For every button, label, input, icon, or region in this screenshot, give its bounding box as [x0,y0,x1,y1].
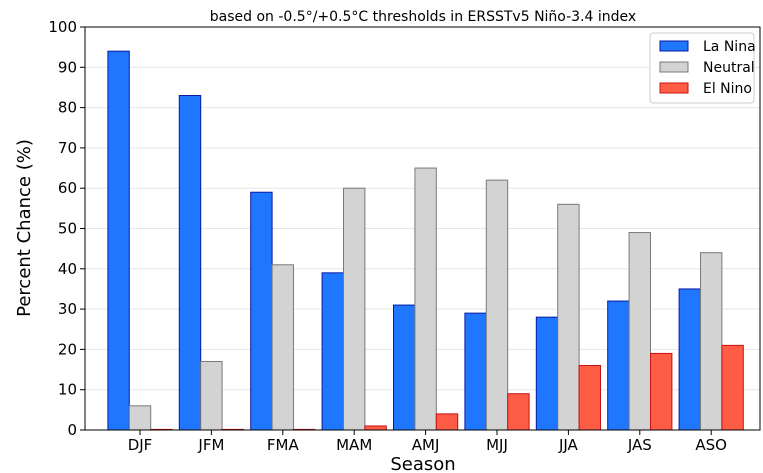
x-tick-label: AMJ [412,436,440,454]
y-tick-label: 80 [58,99,77,117]
bar-la-nina [535,316,559,431]
bar-el-nino [721,344,744,431]
bar-la-nina [250,191,273,431]
bar-la-nina [678,288,701,431]
bar-neutral [628,232,651,431]
bar-la-nina [321,272,345,431]
x-tick-label: MJJ [486,436,508,454]
bar-la-nina [464,312,487,431]
chart-title: based on -0.5°/+0.5°C thresholds in ERSS… [210,9,636,25]
bar-neutral [200,360,223,431]
x-tick-label: JAS [627,436,652,454]
legend-label: La Nina [703,39,756,55]
legend: La Nina Neutral El Nino [649,32,756,104]
bar-la-nina [607,300,630,431]
bar-neutral [700,252,723,431]
x-tick-label: JJA [558,436,579,454]
y-tick-label: 90 [58,58,77,76]
bar-el-nino [578,365,601,431]
y-tick-label: 10 [58,381,77,399]
legend-swatch [659,82,689,94]
plot-frame [84,26,761,431]
bar-la-nina [393,304,416,431]
bar-la-nina [107,50,130,431]
x-tick-label: JFM [197,436,224,454]
legend-swatch [659,40,689,52]
bar-neutral [557,203,580,431]
bar-el-nino [650,352,673,431]
bar-el-nino [364,425,387,431]
bar-neutral [485,179,509,431]
bar-neutral [414,167,437,431]
bar-neutral [271,264,295,431]
legend-swatch [659,61,689,73]
y-tick-label: 60 [58,179,77,197]
legend-label: Neutral [703,60,755,76]
legend-label: El Nino [703,81,752,97]
y-tick-label: 100 [48,18,77,36]
y-tick-label: 40 [58,260,77,278]
y-tick-label: 30 [58,300,77,318]
bar-el-nino [435,413,459,431]
bar-la-nina [178,95,202,431]
y-tick-label: 0 [67,421,77,439]
x-tick-label: FMA [267,436,300,454]
x-axis-ticks: DJF JFM FMA MAM AMJ MJJ JJA JAS ASO [128,430,727,454]
y-axis-title: Percent Chance (%) [14,139,35,317]
x-tick-label: MAM [336,436,372,454]
x-axis-title: Season [390,454,455,473]
bar-neutral [343,187,366,431]
x-tick-label: ASO [695,436,727,454]
bar-neutral [128,405,152,431]
x-tick-label: DJF [128,436,153,454]
y-tick-label: 20 [58,340,77,358]
y-tick-label: 70 [58,139,77,157]
y-tick-label: 50 [58,220,77,238]
y-axis-ticks: 0 10 20 30 40 50 60 70 80 90 100 [48,18,85,439]
bar-el-nino [507,393,530,431]
